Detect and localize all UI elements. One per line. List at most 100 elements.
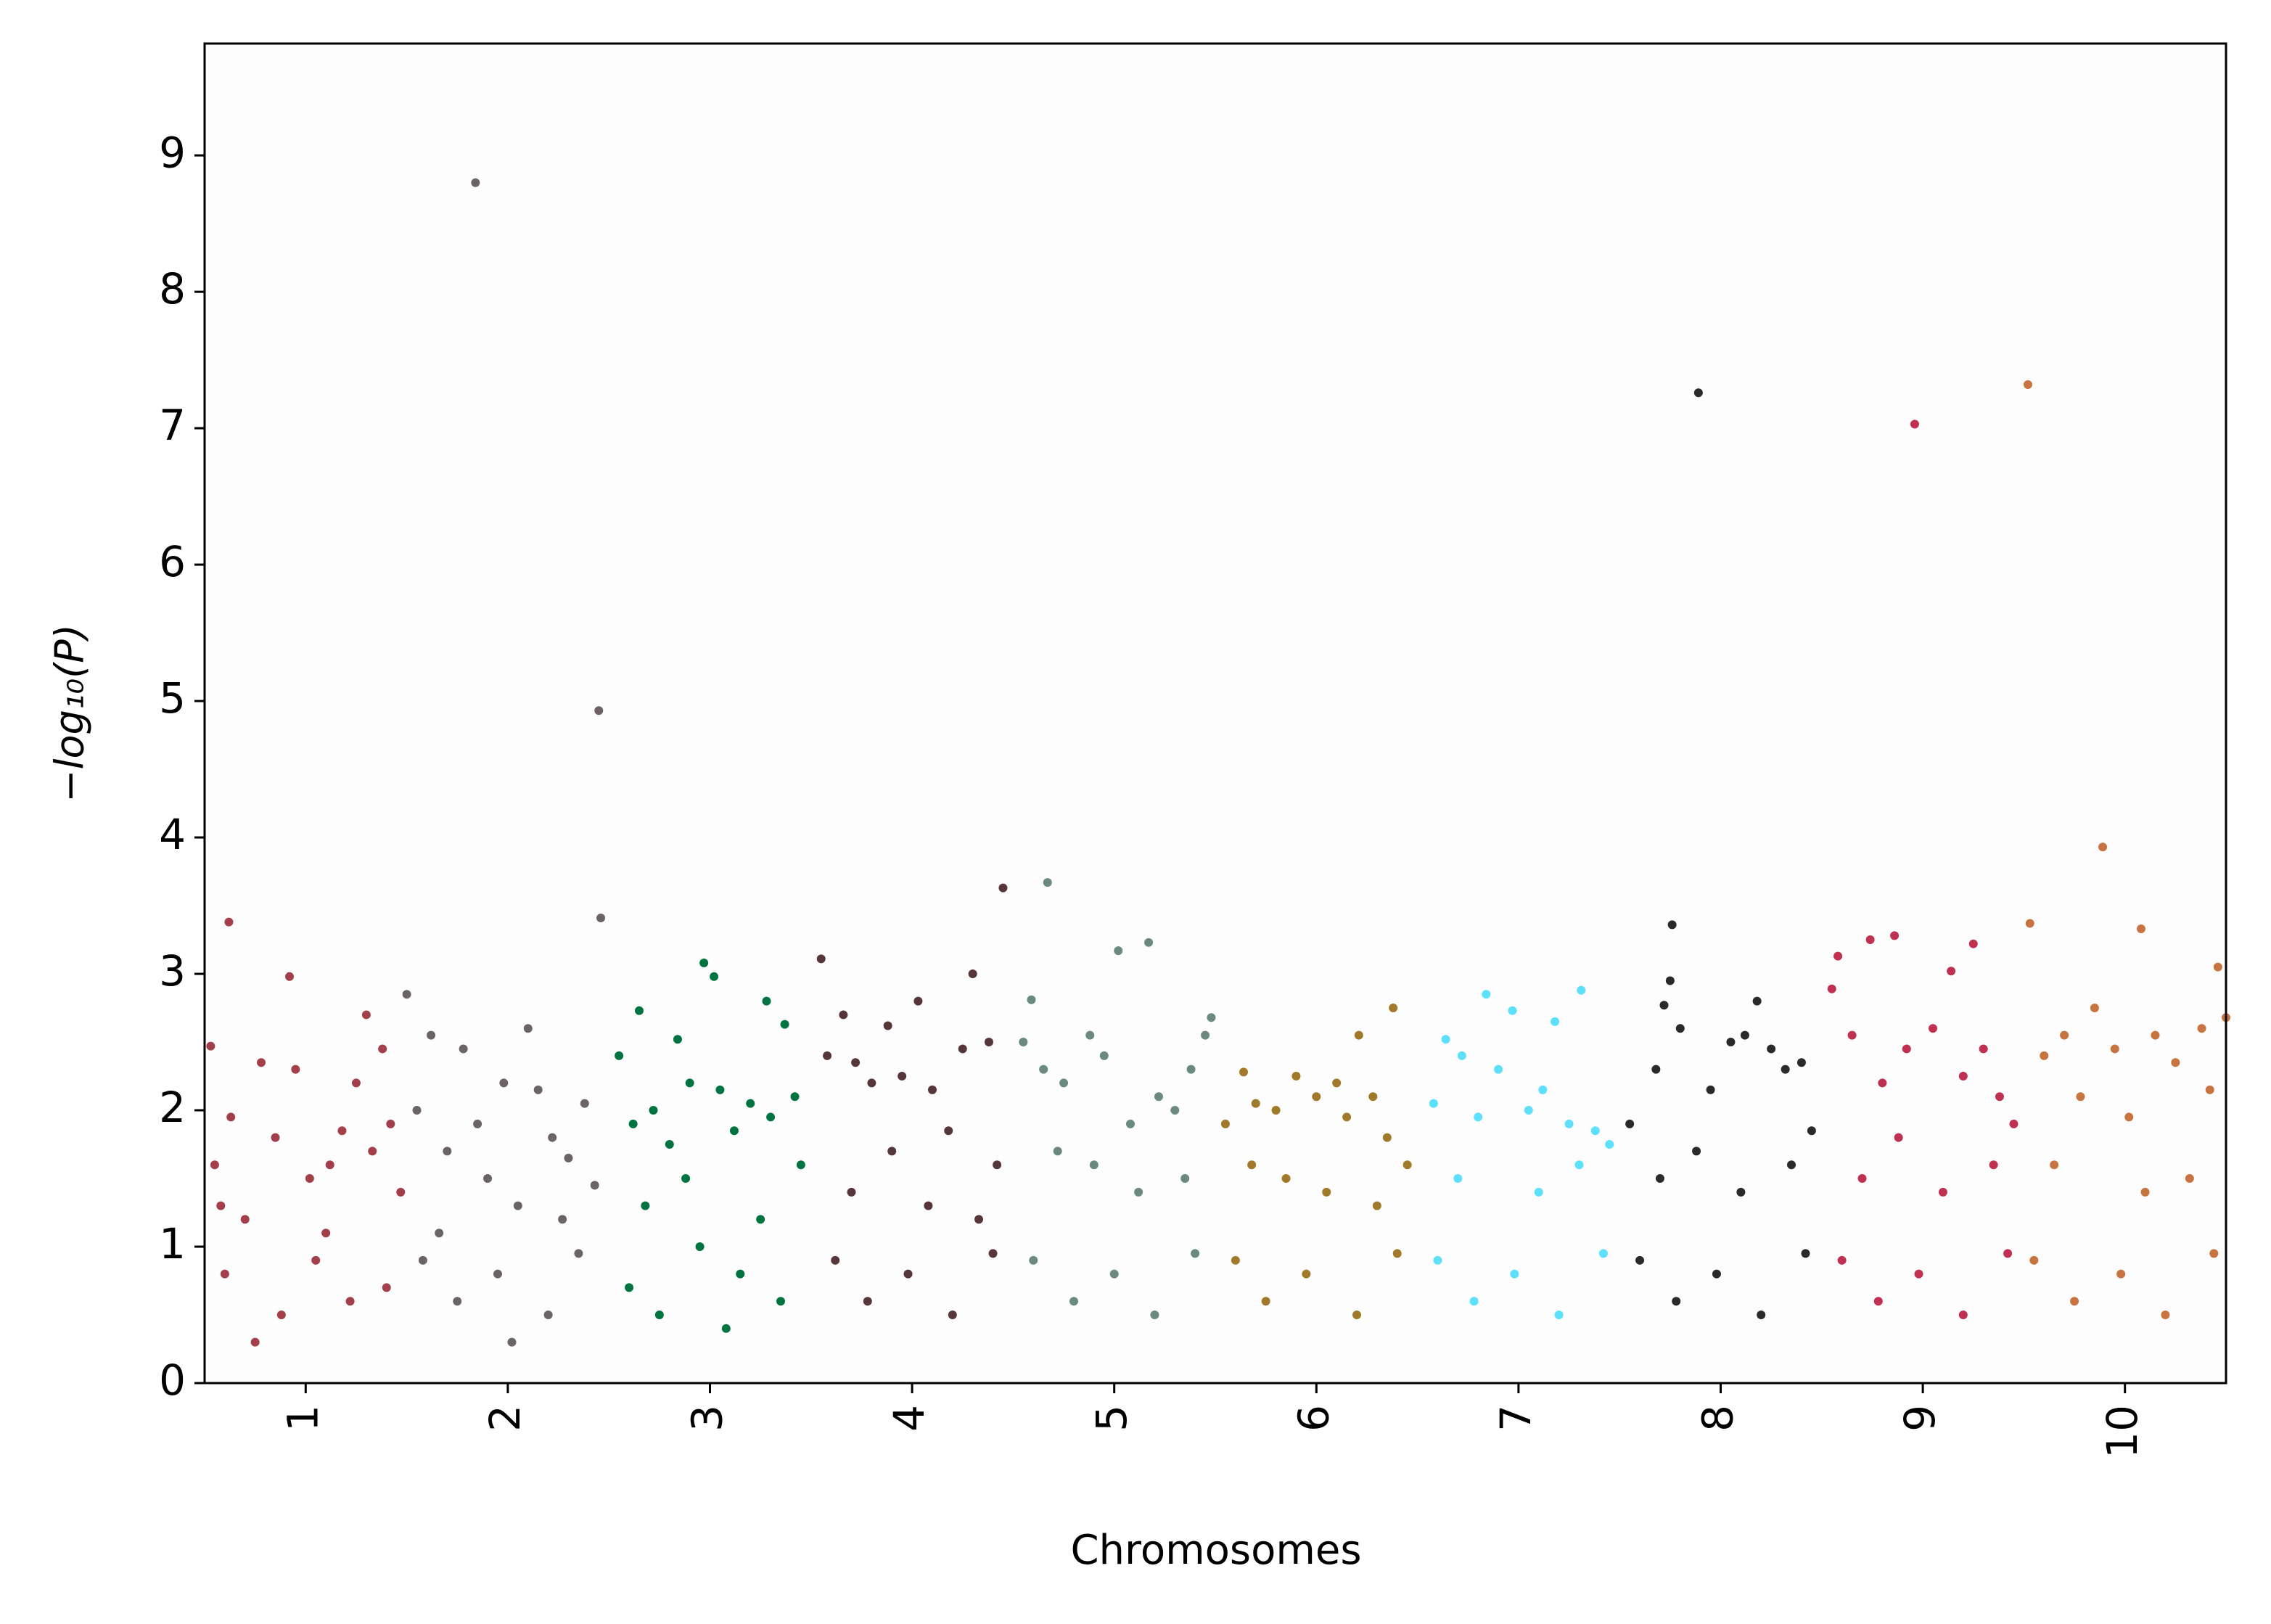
data-point (1534, 1187, 1543, 1197)
data-point (1726, 1038, 1736, 1047)
data-point (776, 1297, 786, 1306)
data-point (974, 1215, 984, 1224)
data-point (1847, 1030, 1857, 1040)
data-point (1857, 1174, 1867, 1184)
data-point (898, 1072, 907, 1081)
y-tick-label: 6 (159, 537, 186, 586)
data-point (1995, 1092, 2004, 1102)
data-point (1672, 1297, 1681, 1306)
data-point (1837, 1255, 1847, 1265)
data-point (443, 1147, 452, 1156)
data-point (1441, 1035, 1450, 1044)
data-point (988, 1249, 998, 1258)
data-point (493, 1269, 502, 1279)
data-point (958, 1044, 967, 1054)
data-point (2090, 1004, 2099, 1013)
data-point (1781, 1065, 1790, 1074)
data-point (1261, 1297, 1270, 1306)
data-point (2076, 1092, 2085, 1102)
y-tick-label: 7 (159, 401, 186, 450)
data-point (1801, 1249, 1810, 1258)
data-point (1625, 1119, 1635, 1128)
data-point (883, 1021, 892, 1030)
data-point (1312, 1092, 1321, 1102)
data-point (1239, 1067, 1249, 1077)
data-point (673, 1035, 682, 1044)
data-point (1706, 1085, 1715, 1094)
data-point (1508, 1006, 1517, 1015)
data-point (1085, 1030, 1095, 1040)
data-point (2136, 924, 2145, 934)
y-tick-label: 3 (159, 946, 186, 996)
y-tick-label: 2 (159, 1083, 186, 1132)
data-point (580, 1099, 589, 1108)
data-point (396, 1187, 406, 1197)
data-point (361, 1010, 371, 1020)
data-point (1693, 388, 1703, 398)
x-tick-label: 5 (1087, 1405, 1136, 1432)
data-point (998, 883, 1008, 893)
data-point (1902, 1044, 1911, 1054)
data-point (1890, 931, 1900, 940)
data-point (1989, 1160, 1998, 1170)
data-point (913, 996, 923, 1006)
data-point (523, 1024, 533, 1033)
data-point (685, 1078, 694, 1088)
data-point (1368, 1092, 1378, 1102)
data-point (1271, 1106, 1281, 1115)
data-point (1220, 1119, 1230, 1128)
data-point (654, 1311, 664, 1320)
data-point (1207, 1013, 1216, 1022)
data-point (1291, 1072, 1301, 1081)
data-point (507, 1337, 517, 1347)
data-point (1392, 1249, 1402, 1258)
data-point (766, 1112, 776, 1122)
data-point (226, 1112, 236, 1122)
data-point (984, 1038, 993, 1047)
data-point (927, 1085, 937, 1094)
data-point (1089, 1160, 1098, 1170)
data-point (257, 1058, 266, 1067)
data-point (574, 1249, 583, 1258)
data-point (2025, 919, 2034, 928)
data-point (483, 1174, 493, 1184)
data-point (1069, 1297, 1078, 1306)
data-point (513, 1201, 522, 1210)
data-point (1538, 1085, 1548, 1094)
data-point (453, 1297, 462, 1306)
data-point (1469, 1297, 1479, 1306)
data-point (1150, 1311, 1159, 1320)
data-point (1554, 1311, 1564, 1320)
data-point (649, 1106, 658, 1115)
data-point (1665, 976, 1675, 985)
data-point (325, 1160, 334, 1170)
data-point (1651, 1065, 1661, 1074)
data-point (1667, 920, 1677, 930)
data-point (780, 1020, 789, 1029)
data-point (1114, 946, 1123, 956)
data-point (1659, 1001, 1669, 1010)
data-point (641, 1201, 650, 1210)
data-point (1201, 1030, 1210, 1040)
data-point (291, 1065, 300, 1074)
data-point (1281, 1174, 1291, 1184)
data-point (386, 1119, 395, 1128)
data-point (1878, 1078, 1887, 1088)
data-point (944, 1126, 953, 1136)
data-point (1635, 1255, 1645, 1265)
data-point (867, 1078, 876, 1088)
x-tick-label: 2 (480, 1405, 530, 1432)
data-point (216, 1201, 226, 1210)
data-point (1433, 1255, 1442, 1265)
x-tick-label: 10 (2098, 1405, 2147, 1459)
data-point (1577, 985, 1586, 995)
data-point (402, 990, 411, 999)
data-point (2050, 1160, 2059, 1170)
data-point (2213, 962, 2222, 972)
data-point (746, 1099, 755, 1108)
data-point (418, 1255, 427, 1265)
data-point (1109, 1269, 1119, 1279)
data-point (1929, 1024, 1938, 1033)
